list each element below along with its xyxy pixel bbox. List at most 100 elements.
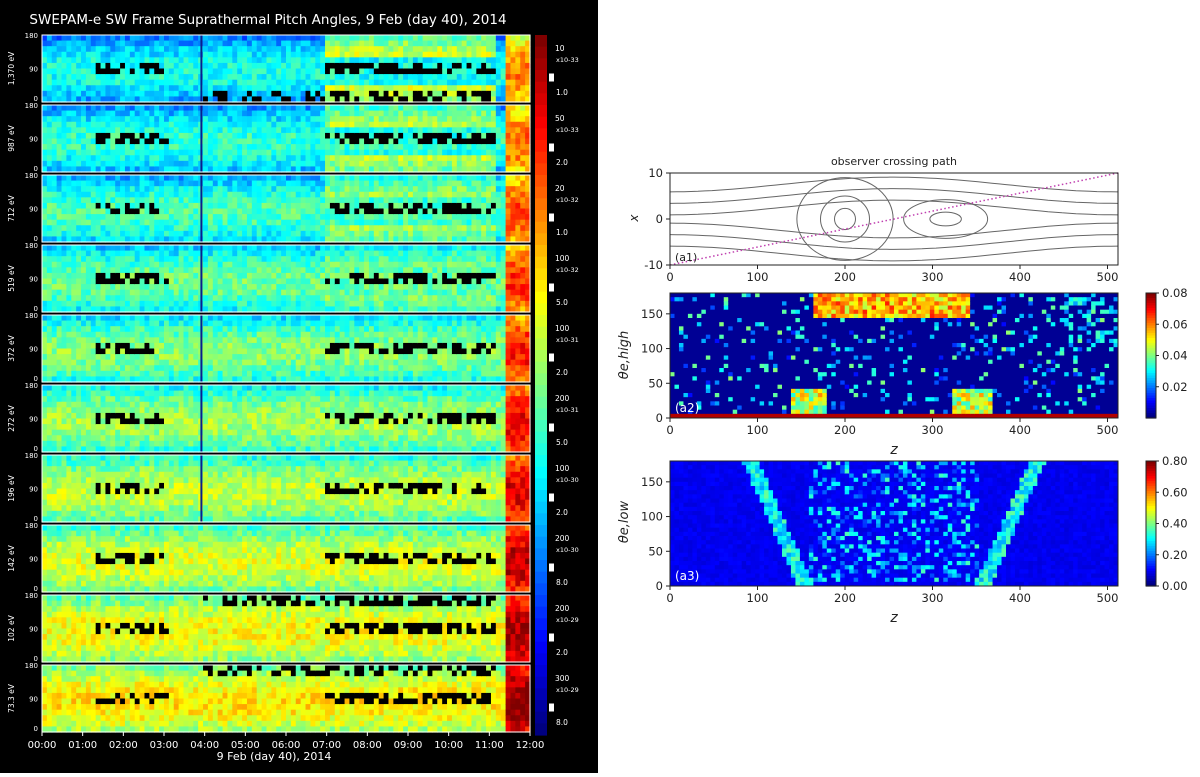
spectrogram-cell [154,105,159,111]
spectrogram-cell [188,251,193,257]
spectrogram-cell [125,85,130,91]
spectrogram-cell [442,209,447,215]
spectrogram-cell [169,150,174,156]
spectrogram-cell [179,256,184,262]
spectrogram-cell [301,267,306,273]
spectrogram-cell [301,144,306,150]
spectrogram-cell [345,220,350,226]
spectrogram-cell [71,127,76,133]
spectrogram-cell [520,35,525,41]
spectrogram-cell [266,111,271,117]
spectrogram-cell [354,273,359,279]
spectrogram-cell [515,256,520,262]
spectrogram-cell [149,295,154,301]
spectrogram-cell [223,41,228,47]
spectrogram-cell [310,91,315,97]
spectrogram-cell [286,35,291,41]
colorbar-bottom-label: 5.0 [556,298,568,307]
spectrogram-cell [52,273,57,279]
spectrogram-cell [447,284,452,290]
spectrogram-cell [374,133,379,139]
spectrogram-cell [364,231,369,237]
spectrogram-cell [247,122,252,128]
spectrogram-cell [354,63,359,69]
spectrogram-cell [266,144,271,150]
spectrogram-cell [57,371,62,377]
spectrogram-cell [81,337,86,343]
spectrogram-cell [359,46,364,52]
spectrogram-cell [159,231,164,237]
spectrogram-cell [52,155,57,161]
spectrogram-cell [223,220,228,226]
spectrogram-cell [310,150,315,156]
spectrogram-cell [81,74,86,80]
spectrogram-cell [491,69,496,75]
spectrogram-cell [320,181,325,187]
spectrogram-cell [462,111,467,117]
spectrogram-cell [349,209,354,215]
spectrogram-cell [76,284,81,290]
spectrogram-cell [315,192,320,198]
spectrogram-cell [281,273,286,279]
spectrogram-cell [515,245,520,251]
spectrogram-cell [218,267,223,273]
spectrogram-cell [81,127,86,133]
spectrogram-cell [515,295,520,301]
spectrogram-cell [208,231,213,237]
spectrogram-cell [384,295,389,301]
spectrogram-cell [520,220,525,226]
spectrogram-cell [266,197,271,203]
spectrogram-cell [76,105,81,111]
spectrogram-cell [340,262,345,268]
spectrogram-cell [154,262,159,268]
spectrogram-cell [335,105,340,111]
spectrogram-cell [184,116,189,122]
spectrogram-cell [432,111,437,117]
spectrogram-cell [423,267,428,273]
spectrogram-cell [437,41,442,47]
spectrogram-cell [506,105,511,111]
spectrogram-cell [413,301,418,307]
spectrogram-cell [345,209,350,215]
spectrogram-cell [262,186,267,192]
spectrogram-cell [437,105,442,111]
spectrogram-cell [174,133,179,139]
spectrogram-cell [252,63,257,69]
spectrogram-cell [388,262,393,268]
spectrogram-cell [408,203,413,209]
spectrogram-cell [457,251,462,257]
spectrogram-cell [393,301,398,307]
spectrogram-cell [335,256,340,262]
spectrogram-cell [110,209,115,215]
spectrogram-cell [232,122,237,128]
spectrogram-cell [340,231,345,237]
spectrogram-cell [418,290,423,296]
spectrogram-cell [52,63,57,69]
spectrogram-cell [208,197,213,203]
spectrogram-cell [379,139,384,145]
spectrogram-cell [179,181,184,187]
spectrogram-cell [91,245,96,251]
spectrogram-cell [208,41,213,47]
spectrogram-cell [310,197,315,203]
spectrogram-cell [398,231,403,237]
spectrogram-cell [428,63,433,69]
spectrogram-cell [408,181,413,187]
spectrogram-cell [47,371,52,377]
spectrogram-cell [291,80,296,86]
spectrogram-cell [164,127,169,133]
spectrogram-cell [335,295,340,301]
spectrogram-cell [125,290,130,296]
spectrogram-cell [266,203,271,209]
spectrogram-cell [413,116,418,122]
spectrogram-cell [101,46,106,52]
spectrogram-cell [501,214,506,220]
spectrogram-cell [432,295,437,301]
spectrogram-cell [384,161,389,167]
spectrogram-cell [471,220,476,226]
spectrogram-cell [218,209,223,215]
spectrogram-cell [325,52,330,58]
spectrogram-cell [169,144,174,150]
spectrogram-cell [110,256,115,262]
spectrogram-cell [374,295,379,301]
